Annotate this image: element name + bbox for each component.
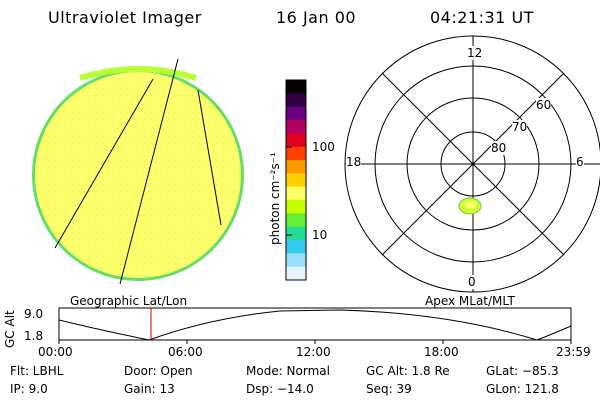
colorbar-segment [286, 213, 306, 228]
apex-coords-title: Apex MLat/MLT [425, 294, 515, 308]
grid-line [119, 58, 179, 285]
filter-info: Flt: LBHL [10, 364, 64, 378]
limb-brightening [79, 66, 197, 81]
colorbar-segment [286, 80, 306, 94]
colorbar-tick-10: 10 [312, 228, 328, 242]
colorbar-segment [286, 253, 306, 268]
mlt-label-12: 12 [467, 46, 483, 60]
disk-limb [32, 69, 244, 281]
colorbar-tick-100: 100 [312, 140, 335, 154]
disk-fill [35, 72, 241, 278]
time-tick: 00:00 [38, 345, 73, 359]
sequence-info: Seq: 39 [366, 382, 412, 396]
dsp-info: Dsp: −14.0 [246, 382, 314, 396]
altitude-tick-max: 9.0 [24, 307, 44, 321]
colorbar-segment [286, 240, 306, 254]
colorbar-segment [286, 186, 306, 201]
colorbar-segment [286, 266, 306, 281]
glon-info: GLon: 121.8 [486, 382, 559, 396]
colorbar-segment [286, 106, 306, 121]
time-tick: 18:00 [424, 345, 459, 359]
date-label: 16 Jan 00 [276, 8, 357, 27]
ip-info: IP: 9.0 [10, 382, 48, 396]
time-tick: 23:59 [556, 345, 591, 359]
colorbar-unit-label: photon cm⁻²s⁻¹ [268, 152, 282, 245]
instrument-title: Ultraviolet Imager [48, 8, 202, 27]
grid-line [54, 78, 154, 249]
mlt-label-6: 6 [576, 155, 584, 169]
mlt-label-0: 0 [468, 275, 476, 289]
colorbar-segment [286, 200, 306, 214]
time-tick: 06:00 [168, 345, 203, 359]
colorbar-segment [286, 133, 306, 148]
mlt-label-18: 18 [346, 155, 362, 169]
mode-info: Mode: Normal [246, 364, 330, 378]
geographic-coords-title: Geographic Lat/Lon [70, 294, 188, 308]
altitude-tick-min: 1.8 [24, 329, 44, 343]
colorbar-segment [286, 120, 306, 134]
auroral-spot-core [465, 201, 477, 209]
colorbar-segment [286, 93, 306, 108]
colorbar-segment [286, 146, 306, 161]
gain-info: Gain: 13 [124, 382, 175, 396]
auroral-spot [458, 197, 482, 215]
time-tick: 12:00 [296, 345, 331, 359]
lat-label-60: 60 [536, 98, 552, 112]
door-info: Door: Open [124, 364, 193, 378]
lat-label-80: 80 [491, 141, 507, 155]
glat-info: GLat: −85.3 [486, 364, 559, 378]
altitude-curve [58, 309, 572, 341]
time-label: 04:21:31 UT [430, 8, 534, 27]
colorbar-segment [286, 226, 306, 241]
gc-alt-info: GC Alt: 1.8 Re [366, 364, 450, 378]
lat-label-70: 70 [512, 120, 528, 134]
grid-line [197, 89, 222, 226]
altitude-axis-title: GC Alt [3, 310, 17, 348]
colorbar-segment [286, 173, 306, 188]
colorbar-segment [286, 160, 306, 174]
